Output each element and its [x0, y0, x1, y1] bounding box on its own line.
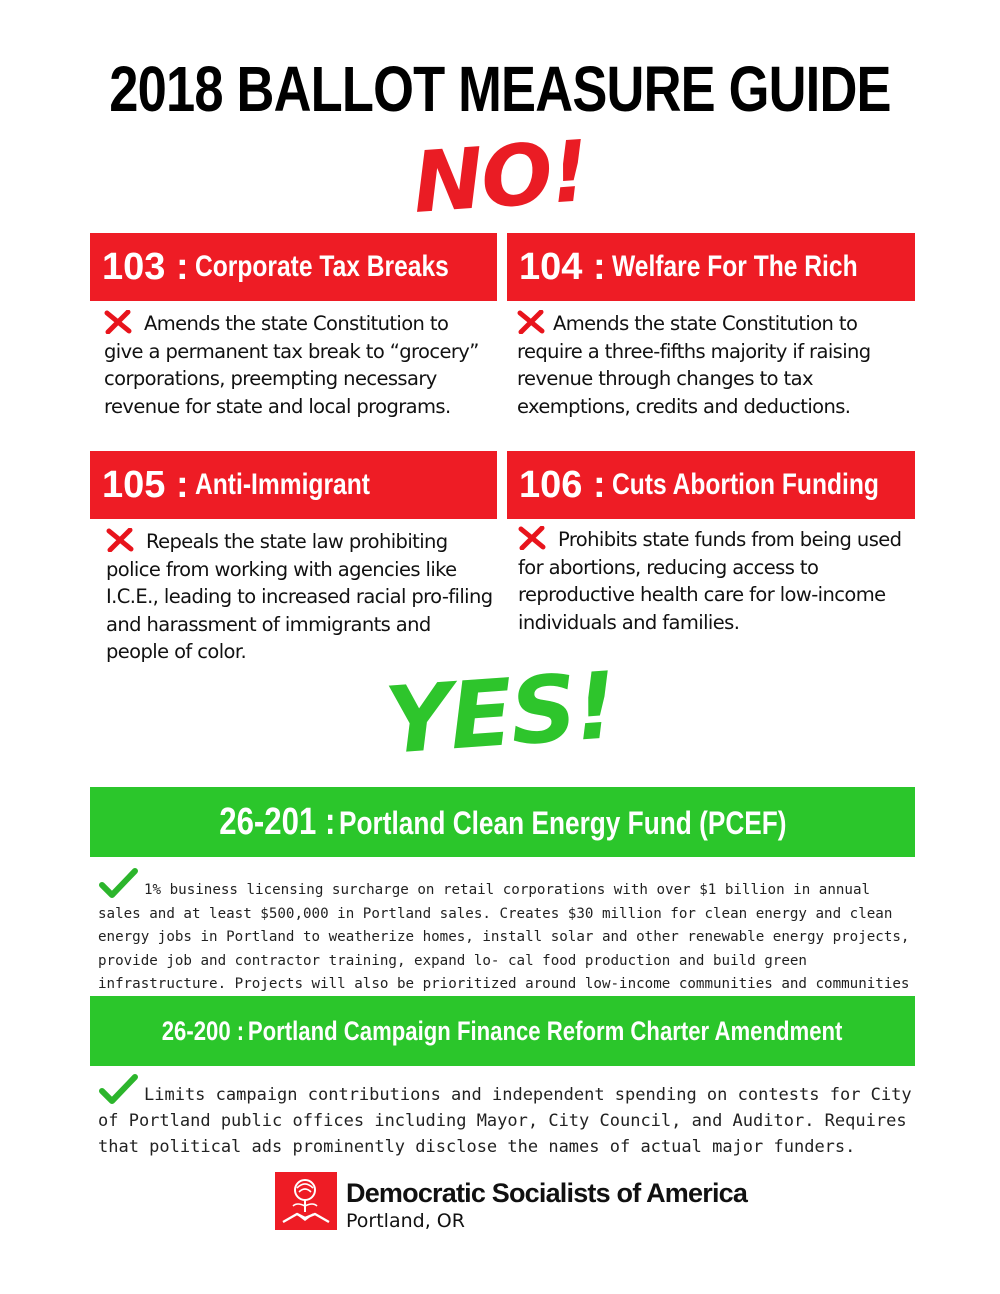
measure-label: Portland Campaign Finance Reform Charter… — [248, 1015, 843, 1046]
x-icon — [518, 526, 546, 550]
measure-number: 106 : — [519, 463, 606, 506]
measure-105-description: Repeals the state law prohibiting police… — [106, 528, 493, 663]
measure-number: 105 : — [102, 463, 189, 506]
measure-label: Cuts Abortion Funding — [611, 468, 879, 501]
measure-103-description: Amends the state Constitution to give a … — [104, 310, 479, 418]
check-icon — [99, 868, 138, 898]
measure-label: Anti-Immigrant — [194, 468, 370, 501]
x-icon — [104, 310, 132, 334]
measure-105-header: 105 : Anti-Immigrant — [90, 451, 497, 519]
measure-label: Welfare For The Rich — [611, 250, 858, 283]
measure-26-200-description: Limits campaign contributions and indepe… — [98, 1074, 918, 1160]
measure-label: Portland Clean Energy Fund (PCEF) — [338, 804, 787, 841]
org-name: Democratic Socialists of America — [346, 1178, 748, 1208]
measure-26-200-header: 26-200 : Portland Campaign Finance Refor… — [90, 996, 915, 1066]
measure-number: 103 : — [102, 245, 189, 288]
measure-104-description: Amends the state Constitution to require… — [517, 310, 871, 418]
measure-number: 26-201 : — [218, 800, 335, 843]
x-icon — [517, 310, 545, 334]
rose-handshake-logo — [275, 1172, 337, 1230]
measure-106-description: Prohibits state funds from being used fo… — [518, 526, 902, 634]
org-location: Portland, OR — [346, 1210, 465, 1232]
check-icon — [99, 1074, 138, 1104]
measure-103-header: 103 : Corporate Tax Breaks — [90, 233, 497, 301]
x-icon — [106, 528, 134, 552]
measure-106-header: 106 : Cuts Abortion Funding — [507, 451, 915, 519]
measure-number: 26-200 : — [162, 1015, 245, 1046]
measure-104-header: 104 : Welfare For The Rich — [507, 233, 915, 301]
measure-label: Corporate Tax Breaks — [194, 250, 449, 283]
page-title: 2018 BALLOT MEASURE GUIDE — [109, 53, 891, 125]
measure-26-201-header: 26-201 : Portland Clean Energy Fund (PCE… — [90, 787, 915, 857]
measure-number: 104 : — [519, 245, 606, 288]
